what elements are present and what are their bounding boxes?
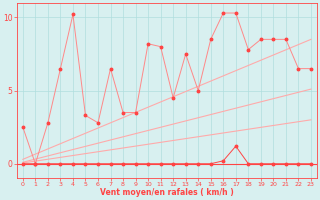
X-axis label: Vent moyen/en rafales ( km/h ): Vent moyen/en rafales ( km/h ): [100, 188, 234, 197]
